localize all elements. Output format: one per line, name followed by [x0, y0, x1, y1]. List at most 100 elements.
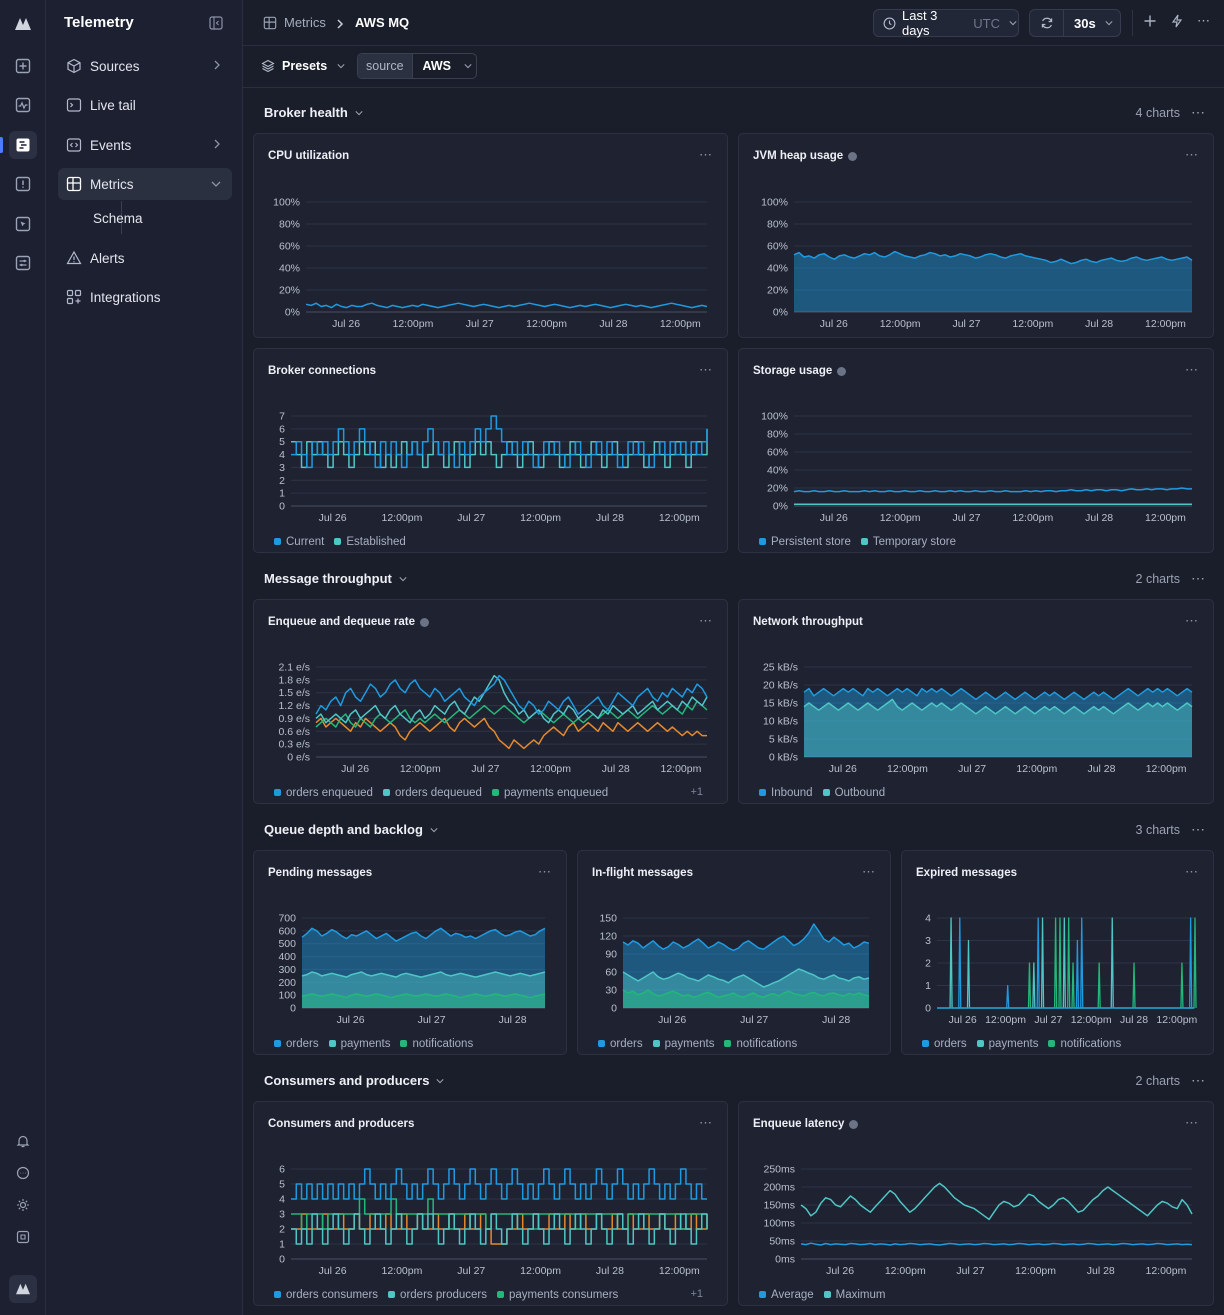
chart-menu-icon[interactable]: ⋯: [1185, 613, 1199, 628]
legend-item[interactable]: orders: [274, 1038, 319, 1050]
sidebar-item-alerts[interactable]: Alerts: [58, 242, 232, 274]
legend-more[interactable]: +1: [690, 786, 703, 798]
chart-menu-icon[interactable]: ⋯: [538, 864, 552, 879]
chart-card[interactable]: Enqueue and dequeue rate ⋯ 0 e/s 0.3 e/s 0.6…: [253, 599, 728, 804]
alert-icon[interactable]: [9, 170, 37, 198]
section-message-throughput[interactable]: Message throughput: [264, 571, 408, 586]
refresh-icon[interactable]: [1030, 10, 1064, 36]
section-broker-health[interactable]: Broker health: [264, 105, 364, 120]
more-icon[interactable]: ⋯: [1191, 570, 1206, 586]
chart-menu-icon[interactable]: ⋯: [862, 864, 876, 879]
chart-menu-icon[interactable]: ⋯: [1185, 362, 1199, 377]
collapse-sidebar-icon[interactable]: [209, 16, 223, 30]
sun-icon[interactable]: [9, 1191, 37, 1219]
more-icon[interactable]: ⋯: [1191, 1072, 1206, 1088]
chart-menu-icon[interactable]: ⋯: [1185, 1115, 1199, 1130]
info-icon[interactable]: [837, 366, 847, 376]
chart-menu-icon[interactable]: ⋯: [1185, 147, 1199, 162]
chart-card[interactable]: In-flight messages ⋯ 0 30 60 90 120 150 Jul 26 Ju…: [577, 850, 891, 1055]
dashboard-icon[interactable]: [9, 52, 37, 80]
series-area: [302, 972, 545, 1008]
chat-icon[interactable]: [9, 1159, 37, 1187]
legend-item[interactable]: notifications: [1048, 1038, 1121, 1050]
legend-item[interactable]: payments consumers: [496, 1289, 618, 1301]
legend-item[interactable]: orders: [922, 1038, 967, 1050]
chart-legend: Average Maximum: [759, 1289, 885, 1301]
presets-button[interactable]: Presets: [261, 59, 346, 73]
chart-card[interactable]: Expired messages ⋯ 0 1 2 3 4 Jul 26 12:00pm Jul 2…: [901, 850, 1214, 1055]
legend-item[interactable]: payments: [652, 1038, 714, 1050]
time-range-picker[interactable]: Last 3 days UTC: [873, 8, 1019, 38]
chart-menu-icon[interactable]: ⋯: [699, 1115, 713, 1130]
y-tick-label: 4: [279, 449, 285, 461]
legend-item[interactable]: Maximum: [823, 1289, 885, 1301]
logo-icon[interactable]: [9, 10, 37, 38]
sidebar-item-live-tail[interactable]: Live tail: [58, 89, 232, 121]
y-tick-label: 0.6 e/s: [278, 726, 310, 738]
chart-card[interactable]: Enqueue latency ⋯ 0ms 50ms 100ms 150ms 200ms 25…: [738, 1101, 1214, 1306]
info-icon[interactable]: [849, 1119, 859, 1129]
x-tick-label: Jul 26: [332, 318, 360, 330]
source-filter[interactable]: source AWS: [357, 53, 477, 79]
legend-item[interactable]: orders consumers: [274, 1289, 378, 1301]
sidebar-item-metrics[interactable]: Metrics: [58, 168, 232, 200]
legend-item[interactable]: orders enqueued: [274, 787, 373, 799]
legend-item[interactable]: orders: [598, 1038, 643, 1050]
legend-more[interactable]: +1: [690, 1288, 703, 1300]
sidebar-item-events[interactable]: Events: [58, 129, 232, 161]
chart-menu-icon[interactable]: ⋯: [699, 147, 713, 162]
more-icon[interactable]: ⋯: [1191, 821, 1206, 837]
legend-item[interactable]: Temporary store: [860, 536, 956, 548]
legend-item[interactable]: Average: [759, 1289, 814, 1301]
sidebar-item-integrations[interactable]: Integrations: [58, 281, 232, 313]
section-title: Consumers and producers: [264, 1073, 430, 1088]
chart-card[interactable]: Pending messages ⋯ 0 100 200 300 400 500 600 700 J…: [253, 850, 567, 1055]
info-icon[interactable]: [419, 617, 429, 627]
chart-card[interactable]: CPU utilization ⋯ 0% 20% 40% 60% 80% 100% Jul 26…: [253, 133, 728, 338]
legend-item[interactable]: notifications: [400, 1038, 473, 1050]
logs-icon[interactable]: [9, 131, 37, 159]
chart-card[interactable]: Storage usage ⋯ 0% 20% 40% 60% 80% 100% Jul 26 12…: [738, 348, 1214, 553]
bell-icon[interactable]: [9, 1127, 37, 1155]
info-icon[interactable]: [848, 151, 858, 161]
y-tick-label: 1: [279, 488, 285, 500]
chart-card[interactable]: Consumers and producers ⋯ 0 1 2 3 4 5 6 Jul 26 12:…: [253, 1101, 728, 1306]
legend-item[interactable]: Inbound: [759, 787, 813, 799]
legend-item[interactable]: orders dequeued: [382, 787, 482, 799]
section-consumers-producers[interactable]: Consumers and producers: [264, 1073, 445, 1088]
lightning-icon[interactable]: [1170, 14, 1186, 30]
chart-card[interactable]: Network throughput ⋯ 0 kB/s 5 kB/s 10 kB/s 15…: [738, 599, 1214, 804]
sidebar-item-schema[interactable]: Schema: [84, 202, 232, 234]
more-icon[interactable]: ⋯: [1191, 104, 1206, 120]
legend-item[interactable]: payments: [976, 1038, 1038, 1050]
legend-item[interactable]: payments enqueued: [491, 787, 608, 799]
chart-menu-icon[interactable]: ⋯: [699, 613, 713, 628]
section-count: 4 charts: [1135, 106, 1180, 120]
breadcrumb-parent[interactable]: Metrics: [284, 15, 326, 30]
command-icon[interactable]: [9, 1223, 37, 1251]
cursor-icon[interactable]: [9, 210, 37, 238]
section-queue-depth[interactable]: Queue depth and backlog: [264, 822, 439, 837]
legend-item[interactable]: payments: [328, 1038, 390, 1050]
legend-item[interactable]: Established: [334, 536, 406, 548]
legend-item[interactable]: Persistent store: [759, 536, 851, 548]
chart-card[interactable]: Broker connections ⋯ 0 1 2 3 4 5 6 7 Jul 26 12:00pm…: [253, 348, 728, 553]
sidebar-item-sources[interactable]: Sources: [58, 50, 232, 82]
workspace-avatar[interactable]: [9, 1275, 37, 1303]
legend-item[interactable]: Current: [274, 536, 324, 548]
refresh-control[interactable]: 30s: [1029, 9, 1121, 37]
chart-menu-icon[interactable]: ⋯: [699, 362, 713, 377]
sidebar: Telemetry Sources Live tail Events Metri…: [46, 0, 243, 1315]
activity-icon[interactable]: [9, 91, 37, 119]
main-content: Metrics AWS MQ Last 3 days UTC 30s ⋯ Pre…: [243, 0, 1224, 1315]
legend-label: orders enqueued: [286, 787, 373, 799]
chart-menu-icon[interactable]: ⋯: [1185, 864, 1199, 879]
legend-item[interactable]: orders producers: [388, 1289, 487, 1301]
more-icon[interactable]: ⋯: [1197, 13, 1211, 28]
chart-card[interactable]: JVM heap usage ⋯ 0% 20% 40% 60% 80% 100% Jul 26 1…: [738, 133, 1214, 338]
legend-item[interactable]: Outbound: [822, 787, 885, 799]
legend-label: Persistent store: [771, 536, 851, 548]
plus-icon[interactable]: [1143, 14, 1159, 30]
legend-item[interactable]: notifications: [724, 1038, 797, 1050]
settings-sliders-icon[interactable]: [9, 249, 37, 277]
